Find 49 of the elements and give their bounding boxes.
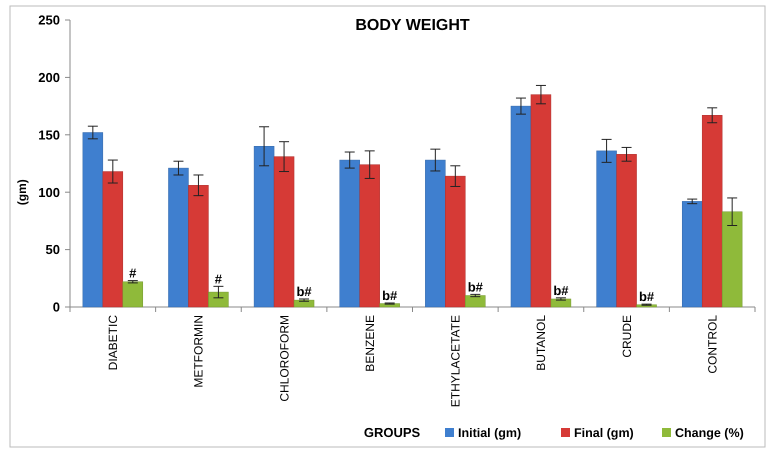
- chart-title: BODY WEIGHT: [355, 17, 470, 34]
- annotation: b#: [382, 288, 398, 303]
- bar: [188, 185, 209, 308]
- bar: [682, 201, 702, 308]
- legend-label: Change (%): [675, 426, 744, 440]
- bar: [294, 300, 314, 308]
- bar: [616, 154, 637, 308]
- x-axis-title: GROUPS: [364, 425, 420, 440]
- bar: [510, 106, 532, 308]
- y-tick-label: 0: [52, 300, 60, 315]
- bar: [359, 164, 380, 308]
- x-tick-label: CONTROL: [705, 314, 720, 374]
- annotation: b#: [468, 279, 484, 294]
- bar: [122, 281, 144, 308]
- legend-label: Initial (gm): [458, 426, 522, 440]
- x-tick-label: ETHYLACETATE: [448, 315, 463, 408]
- x-tick-label: CHLOROFORM: [277, 315, 292, 402]
- annotation: b#: [553, 282, 570, 298]
- y-tick-label: 50: [46, 242, 60, 258]
- x-tick-label: CRUDE: [620, 315, 634, 358]
- bar: [530, 94, 552, 308]
- y-axis-title: (gm): [15, 179, 29, 206]
- x-tick-label: BUTANOL: [534, 314, 548, 371]
- bar: [465, 295, 486, 308]
- annotation: #: [214, 271, 223, 286]
- bar: [702, 115, 722, 308]
- bar: [550, 298, 572, 308]
- bar: [82, 132, 104, 308]
- bar: [254, 146, 274, 308]
- legend-label: Final (gm): [574, 426, 634, 440]
- x-tick-label: BENZENE: [362, 315, 377, 372]
- x-tick-label: DIABETIC: [106, 314, 120, 370]
- bar: [722, 211, 742, 308]
- y-tick-label: 200: [38, 70, 60, 85]
- bar: [425, 160, 446, 308]
- bar: [274, 156, 294, 308]
- x-tick-label: METFORMIN: [192, 315, 206, 388]
- bar: [168, 168, 189, 308]
- bar: [102, 171, 124, 308]
- annotation: b#: [638, 289, 655, 304]
- y-tick-label: 100: [38, 184, 60, 200]
- bar: [208, 292, 229, 308]
- bar: [596, 150, 617, 308]
- annotation: #: [129, 266, 138, 281]
- y-tick-label: 250: [38, 12, 60, 28]
- y-tick-label: 150: [38, 127, 60, 142]
- bar: [445, 176, 466, 308]
- annotation: b#: [296, 284, 312, 299]
- bar: [339, 160, 360, 308]
